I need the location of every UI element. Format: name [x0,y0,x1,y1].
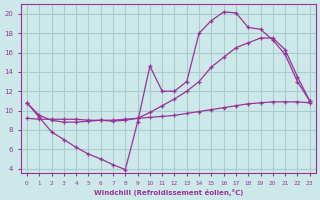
X-axis label: Windchill (Refroidissement éolien,°C): Windchill (Refroidissement éolien,°C) [94,189,243,196]
